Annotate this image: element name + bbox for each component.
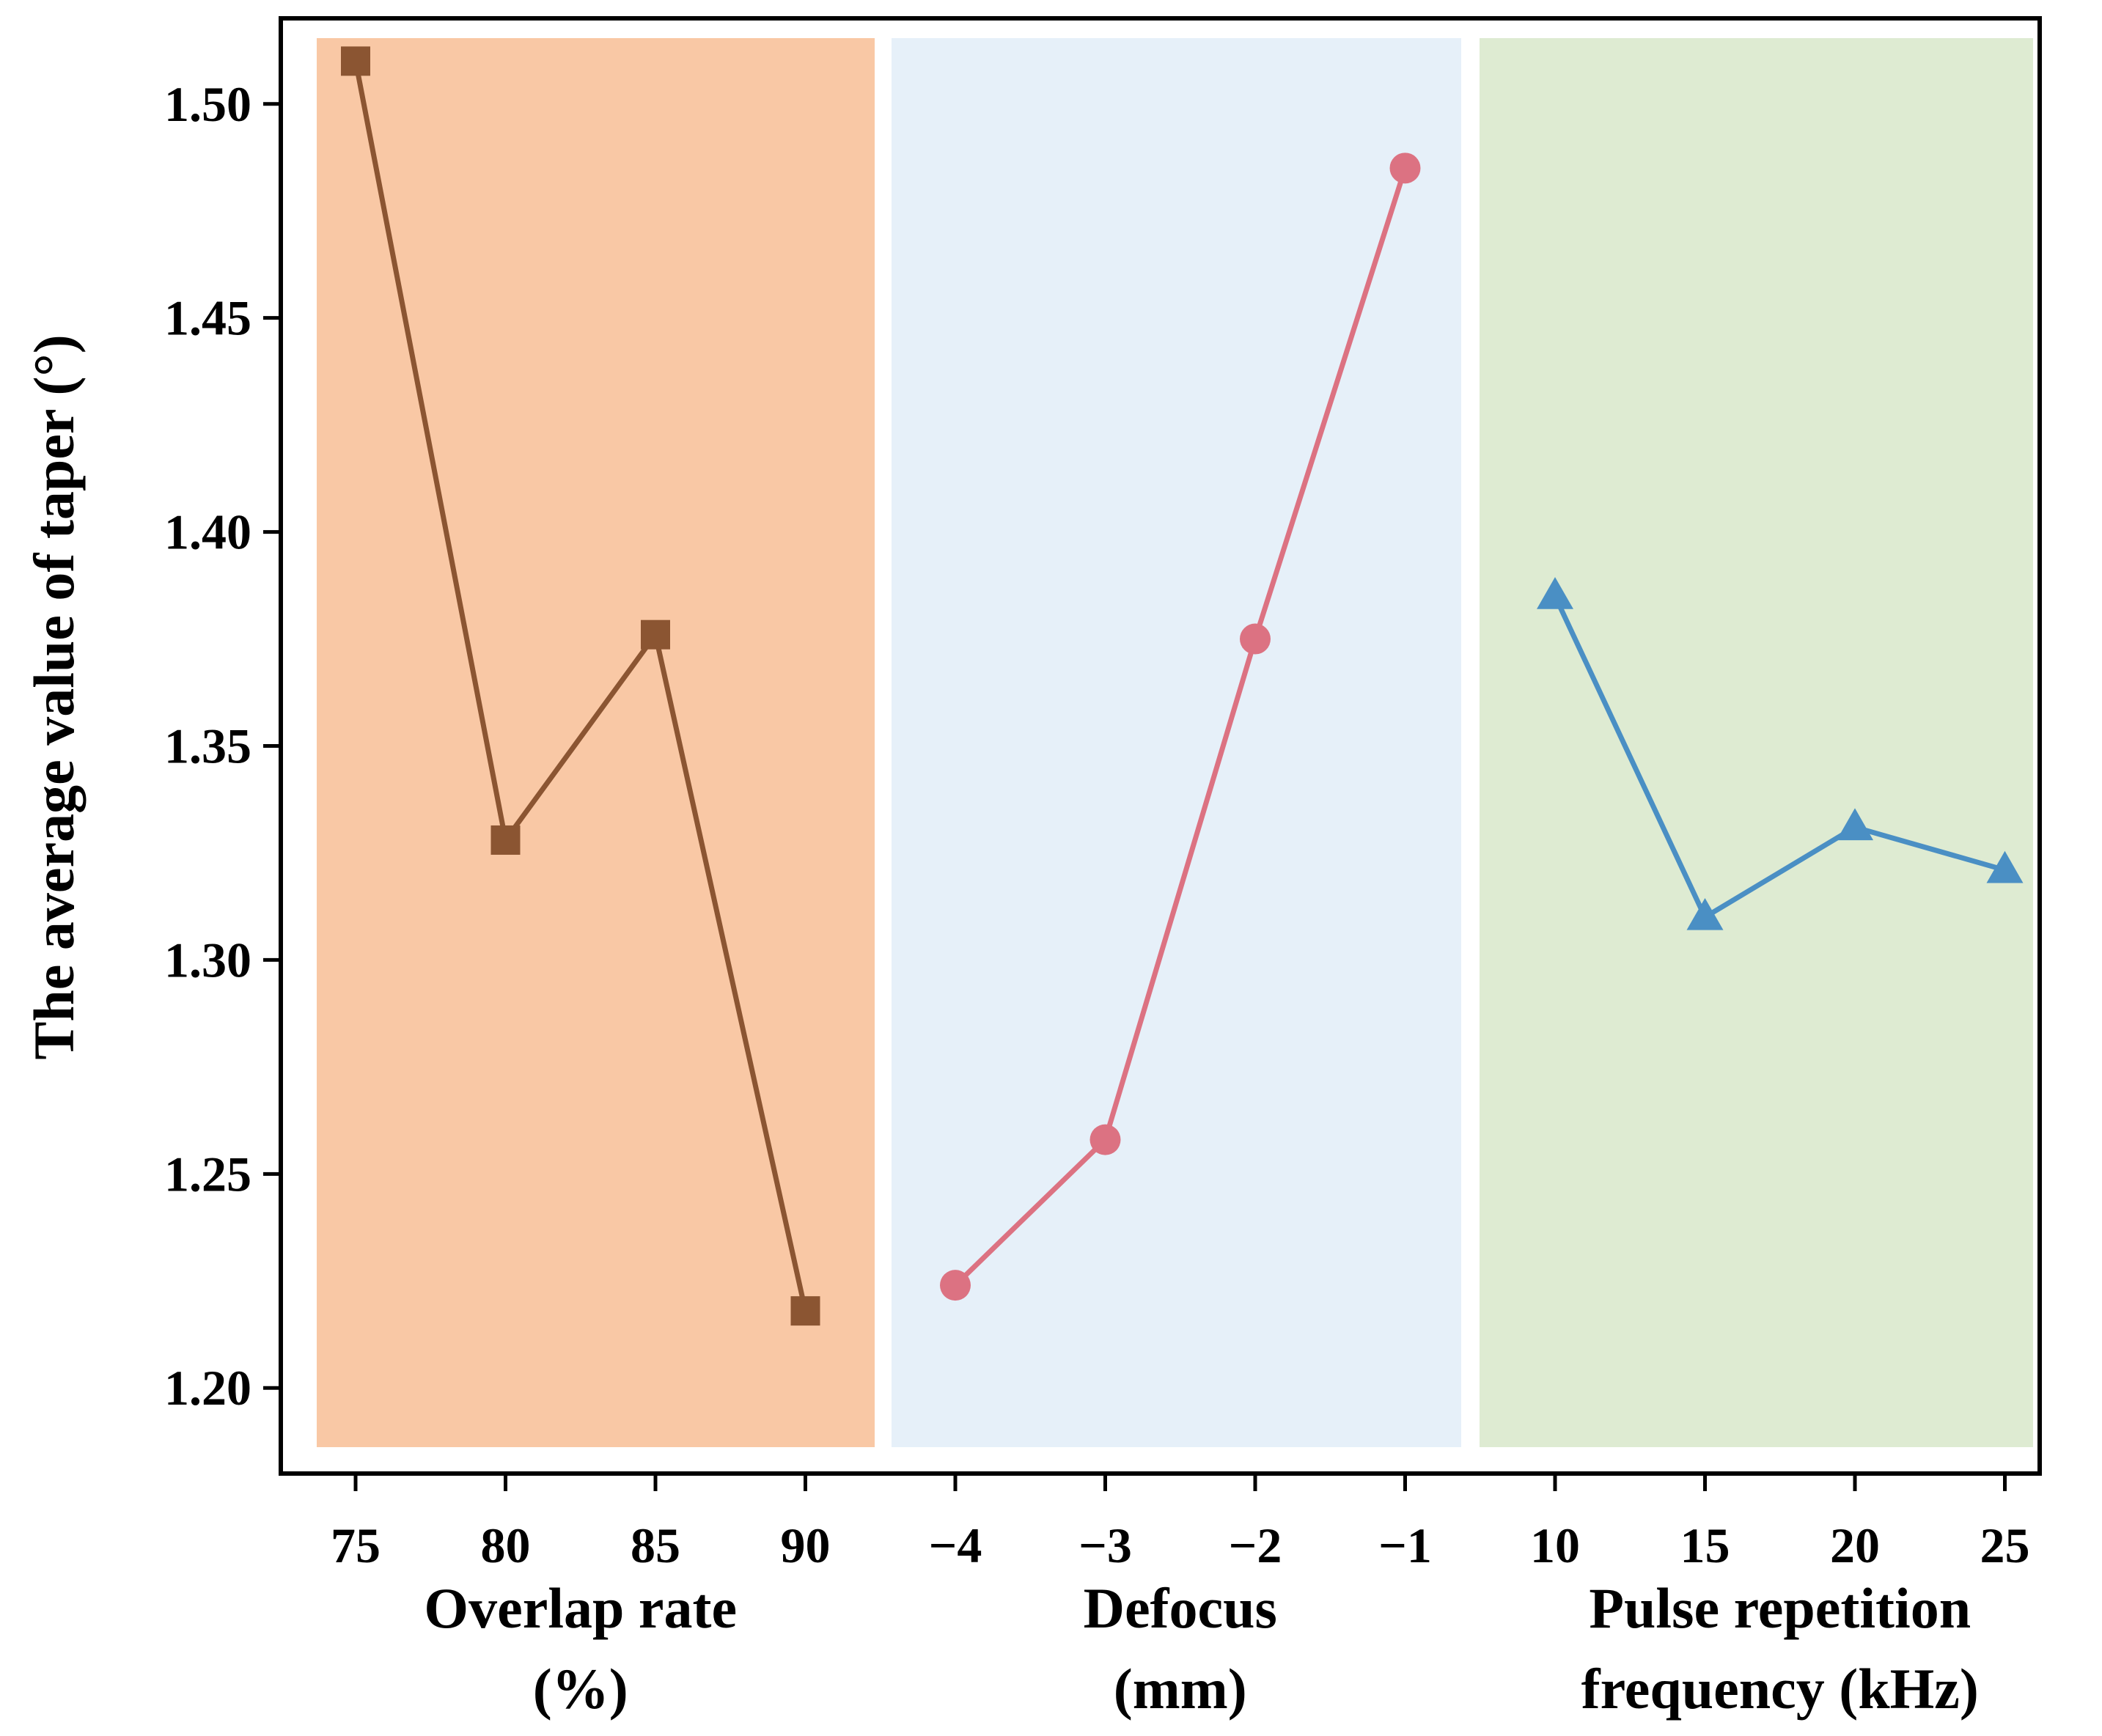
series-line-3 [1552, 595, 2006, 920]
series-line-1 [353, 60, 808, 1312]
x-tick-label: −4 [929, 1518, 982, 1573]
x-tick-label: 80 [481, 1518, 531, 1573]
y-tick-label: 1.25 [164, 1146, 251, 1202]
y-tick-label: 1.40 [164, 504, 251, 560]
y-axis-title: The average value of taper (°) [22, 334, 86, 1059]
x-tick-label: −1 [1378, 1518, 1432, 1573]
x-tick-label: 90 [781, 1518, 831, 1573]
data-point [490, 825, 521, 855]
x-axis-label-2-line2: (mm) [1114, 1657, 1247, 1721]
data-point [1537, 577, 1573, 609]
data-point [641, 619, 670, 650]
data-point [790, 1296, 820, 1326]
data-point [1240, 623, 1271, 655]
x-axis-label-3-line1: Pulse repetition [1589, 1576, 1971, 1640]
series-layer [341, 46, 2024, 1326]
x-tick-label: −2 [1229, 1518, 1282, 1573]
y-tick-label: 1.20 [164, 1360, 251, 1416]
y-tick-label: 1.30 [164, 932, 251, 987]
group-band-2 [892, 38, 1461, 1447]
data-point [341, 46, 370, 76]
x-axis-label-1-line2: (%) [533, 1657, 628, 1721]
x-tick-label: 25 [1980, 1518, 2030, 1573]
y-tick-label: 1.50 [164, 76, 251, 132]
x-tick-label: 85 [631, 1518, 680, 1573]
data-point [940, 1270, 971, 1301]
data-point [1686, 897, 1724, 930]
x-tick-label: 20 [1830, 1518, 1880, 1573]
y-tick-label: 1.45 [164, 290, 251, 346]
x-axis-label-3-line2: frequency (kHz) [1581, 1657, 1979, 1721]
group-band-3 [1480, 38, 2033, 1447]
x-axis-label-1-line1: Overlap rate [424, 1576, 737, 1640]
series-line-2 [953, 167, 1408, 1287]
x-axis: 75 80 85 90 Overlap rate (%) −4 −3 −2 −1 Defocus (m… [331, 1474, 2030, 1721]
data-point [1837, 808, 1873, 841]
y-tick-label: 1.35 [164, 718, 251, 774]
x-tick-label: 10 [1530, 1518, 1580, 1573]
x-tick-label: 75 [331, 1518, 381, 1573]
data-point [1089, 1124, 1121, 1155]
x-tick-label: −3 [1078, 1518, 1132, 1573]
group-background-bands [317, 38, 2033, 1447]
x-tick-label: 15 [1680, 1518, 1730, 1573]
data-point [1389, 152, 1421, 184]
data-point [1986, 850, 2024, 883]
x-axis-label-2-line1: Defocus [1084, 1576, 1277, 1640]
y-axis: 1.20 1.25 1.30 1.35 1.40 1.45 1.50 [164, 76, 281, 1416]
